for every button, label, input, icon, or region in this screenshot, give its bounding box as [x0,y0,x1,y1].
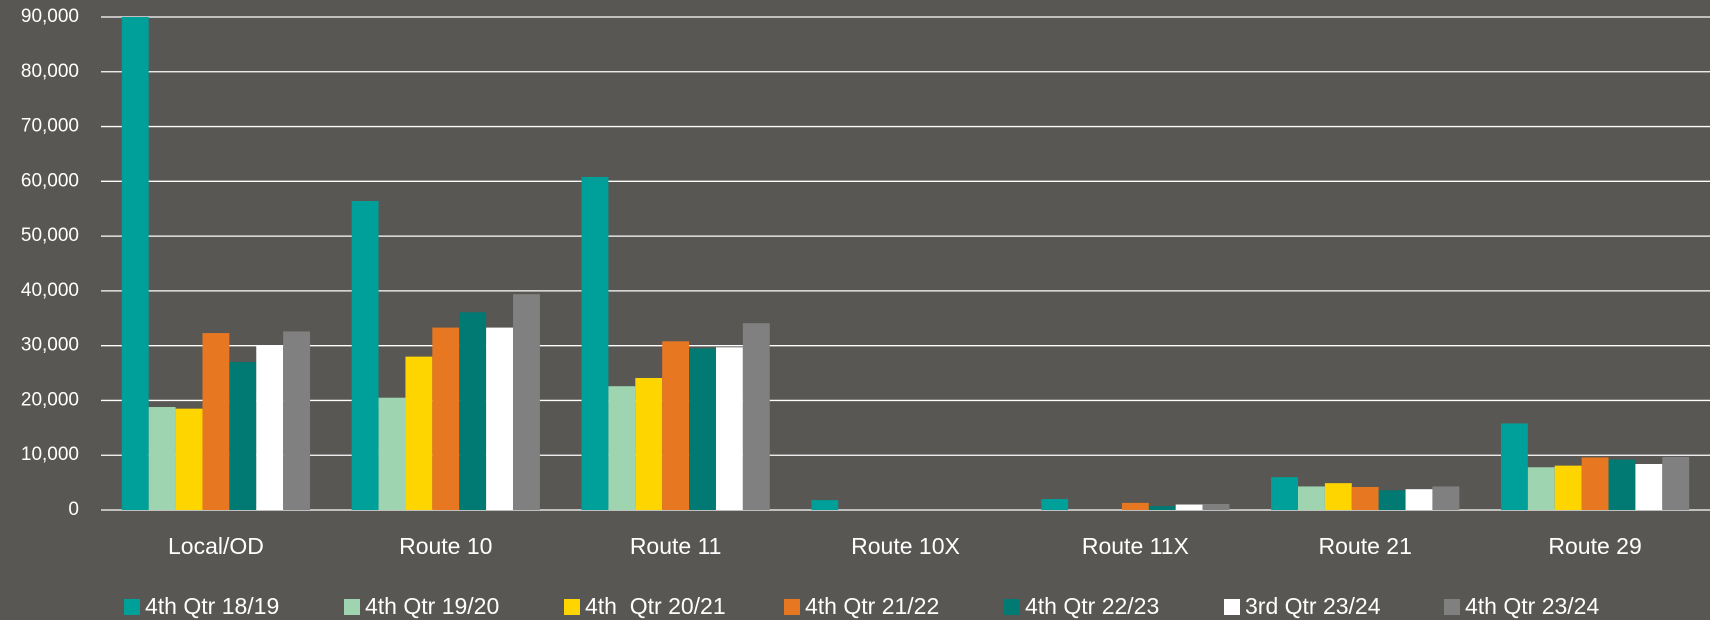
bar [1271,477,1298,510]
bar [202,333,230,510]
bar [1581,457,1609,510]
bar [1351,486,1379,510]
x-tick-label: Route 10X [851,533,960,559]
bar [1527,467,1555,510]
y-tick-label: 80,000 [21,61,79,82]
bar [486,327,514,510]
x-tick-label: Route 21 [1319,533,1412,559]
legend-label: 3rd Qtr 23/24 [1245,593,1381,619]
y-tick-label: 0 [68,499,79,520]
bar [1405,489,1433,510]
bar [378,397,406,510]
y-tick-label: 30,000 [21,335,79,356]
bar [405,356,433,510]
legend-label: 4th Qtr 19/20 [365,593,499,619]
bar [148,407,176,510]
legend-swatch [784,599,800,615]
legend-swatch [564,599,580,615]
bar [432,327,460,510]
bar [175,408,203,510]
bar [1121,502,1149,510]
legend-swatch [1444,599,1460,615]
x-tick-label: Route 11X [1082,533,1189,559]
bar [1202,503,1230,510]
x-tick-label: Local/OD [168,533,264,559]
bar [715,347,743,510]
legend-label: 4th Qtr 22/23 [1025,593,1159,619]
bar [662,341,690,510]
bar [351,201,379,510]
bar [742,323,770,510]
bar [1324,483,1352,510]
bar [1635,463,1663,510]
legend-label: 4th Qtr 20/21 [585,593,726,619]
bar [459,312,487,510]
y-tick-label: 40,000 [21,280,79,301]
x-tick-label: Route 10 [399,533,492,559]
bar [283,331,311,510]
legend-label: 4th Qtr 23/24 [1465,593,1599,619]
legend-swatch [124,599,140,615]
legend-label: 4th Qtr 21/22 [805,593,939,619]
bar [121,17,149,510]
bar [1554,465,1582,510]
legend-swatch [1004,599,1020,615]
bar [689,348,716,510]
y-tick-label: 70,000 [21,116,79,137]
bar [608,386,636,510]
bar [1175,504,1203,510]
y-tick-label: 90,000 [21,6,79,27]
legend-swatch [344,599,360,615]
legend-swatch [1224,599,1240,615]
bar [1297,486,1325,510]
bar [1432,486,1460,510]
x-tick-label: Route 11 [630,533,722,559]
bar [635,377,663,510]
y-tick-label: 60,000 [21,170,79,191]
bar [581,176,609,510]
y-tick-label: 10,000 [21,444,79,465]
y-tick-label: 50,000 [21,225,79,246]
legend-label: 4th Qtr 18/19 [145,593,279,619]
bar [1041,499,1069,510]
bar [1500,423,1528,510]
bar [1608,459,1636,510]
bar [256,345,284,510]
bar [1378,490,1406,510]
bar [811,500,839,510]
bar [513,294,540,510]
bar [1148,506,1176,510]
bar [229,362,257,510]
bar [1662,456,1690,510]
y-tick-label: 20,000 [21,389,79,410]
x-tick-label: Route 29 [1548,533,1641,559]
